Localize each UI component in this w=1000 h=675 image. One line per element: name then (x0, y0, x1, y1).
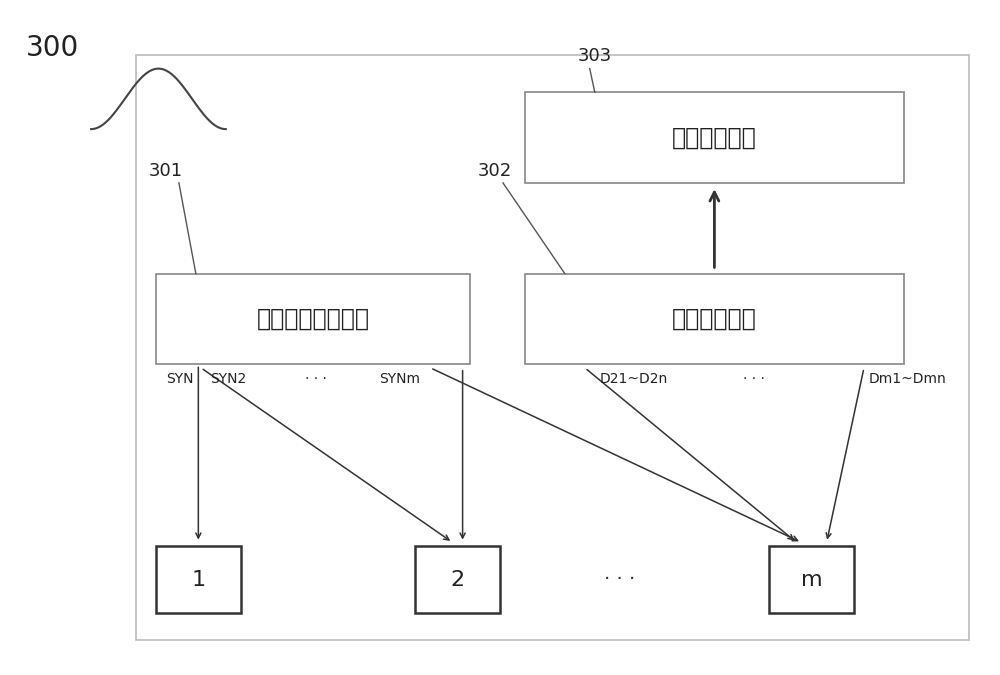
Text: Dm1~Dmn: Dm1~Dmn (869, 373, 947, 387)
Text: 301: 301 (149, 161, 183, 180)
Text: 数据传输模块: 数据传输模块 (672, 126, 757, 150)
Text: · · ·: · · · (305, 373, 326, 387)
Bar (769, 546, 854, 613)
Bar (525, 92, 904, 183)
Text: 302: 302 (478, 161, 512, 180)
Text: m: m (801, 570, 822, 589)
Text: 数据接收模块: 数据接收模块 (672, 307, 757, 331)
Bar (136, 55, 969, 640)
Bar (415, 546, 500, 613)
Text: D21~D2n: D21~D2n (600, 373, 668, 387)
Text: 300: 300 (26, 34, 80, 63)
Bar (156, 546, 241, 613)
Text: 同步信号产生模块: 同步信号产生模块 (257, 307, 370, 331)
Text: 2: 2 (451, 570, 465, 589)
Text: SYN2: SYN2 (210, 373, 247, 387)
Text: 1: 1 (191, 570, 205, 589)
Text: 303: 303 (578, 47, 612, 65)
Bar (525, 273, 904, 364)
Text: · · ·: · · · (743, 373, 765, 387)
Text: SYNm: SYNm (379, 373, 420, 387)
Text: · · ·: · · · (604, 570, 635, 589)
Bar (156, 273, 470, 364)
Text: SYN: SYN (166, 373, 193, 387)
